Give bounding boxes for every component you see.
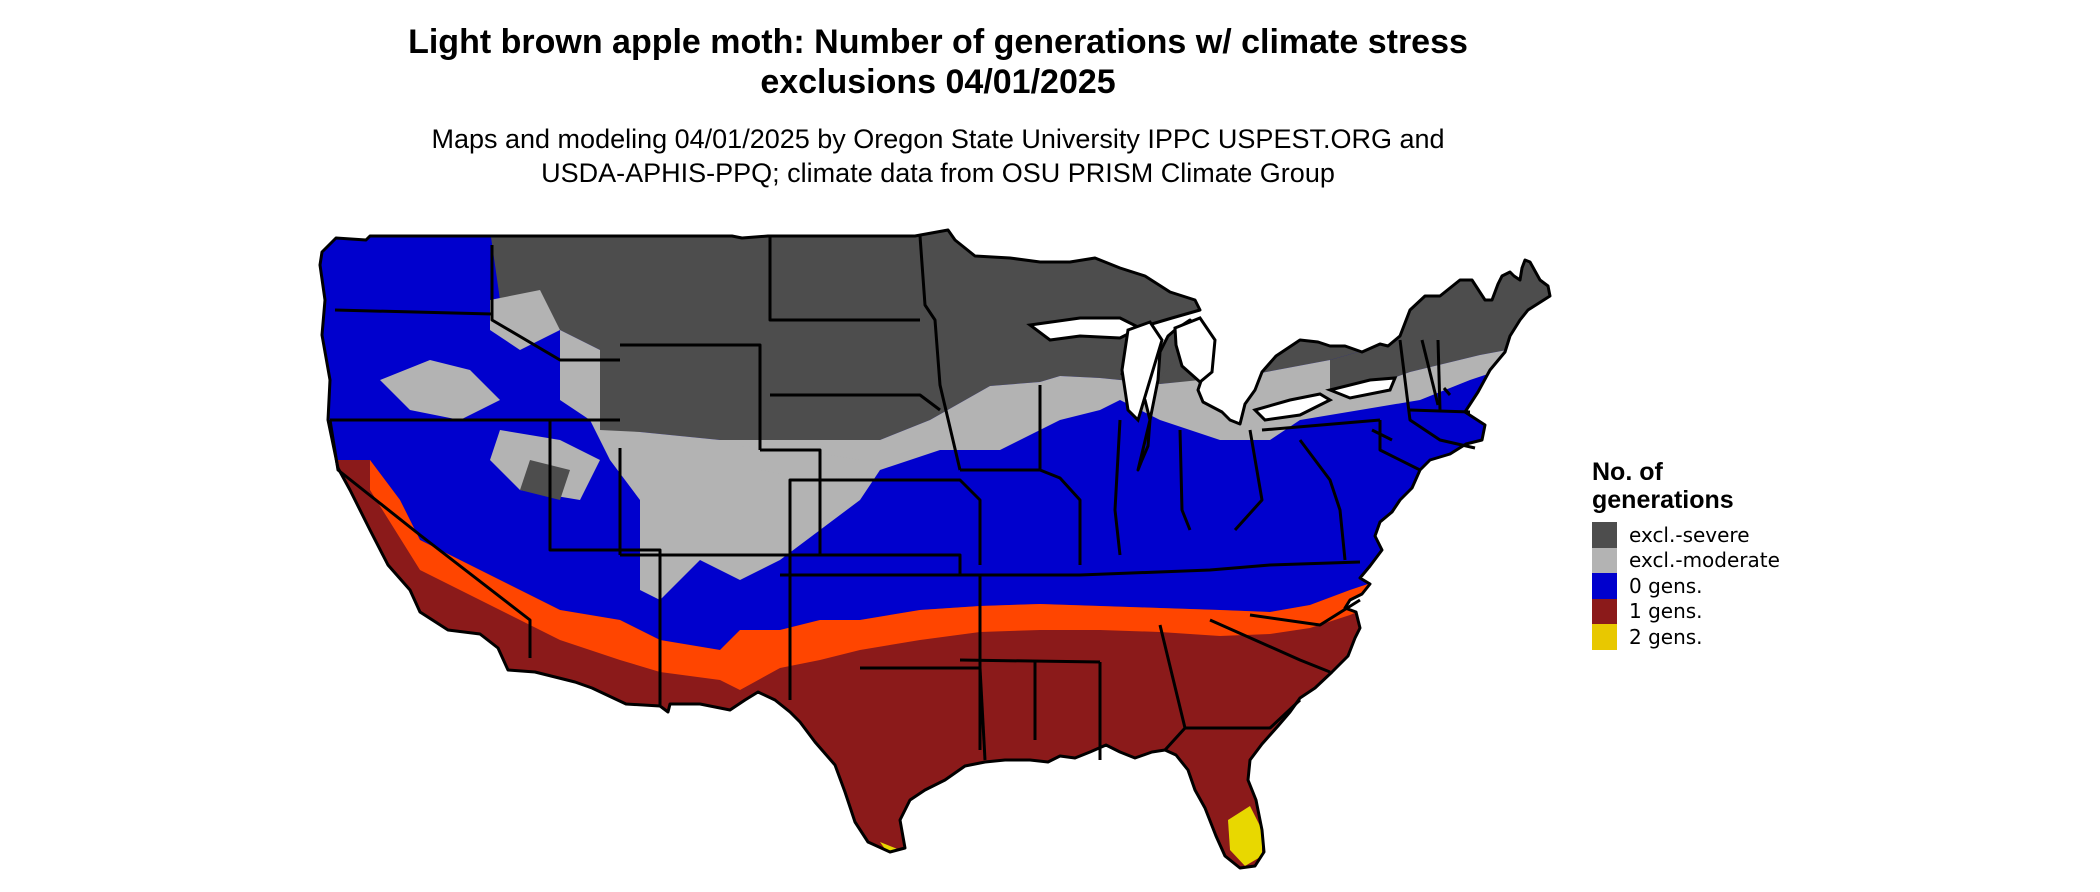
legend-label: excl.-severe bbox=[1629, 522, 1750, 547]
legend-swatch bbox=[1592, 547, 1617, 573]
legend-swatch bbox=[1592, 573, 1617, 599]
legend-item-excl-severe: excl.-severe bbox=[1592, 522, 1780, 548]
legend-swatch bbox=[1592, 624, 1617, 650]
legend-item-0-gens: 0 gens. bbox=[1592, 573, 1780, 599]
legend-label: 1 gens. bbox=[1629, 599, 1703, 624]
map-title: Light brown apple moth: Number of genera… bbox=[0, 22, 1876, 102]
legend-item-excl-moderate: excl.-moderate bbox=[1592, 547, 1780, 573]
map-subtitle-line1: Maps and modeling 04/01/2025 by Oregon S… bbox=[431, 124, 1445, 154]
map-subtitle-line2: USDA-APHIS-PPQ; climate data from OSU PR… bbox=[541, 158, 1335, 188]
legend-label: 0 gens. bbox=[1629, 573, 1703, 598]
map-subtitle: Maps and modeling 04/01/2025 by Oregon S… bbox=[0, 122, 1876, 190]
map-title-line2: exclusions 04/01/2025 bbox=[760, 63, 1116, 101]
legend: No. of generations excl.-severe excl.-mo… bbox=[1592, 458, 1780, 650]
legend-item-2-gens: 2 gens. bbox=[1592, 624, 1780, 650]
legend-title-line1: No. of bbox=[1592, 458, 1663, 486]
legend-title-line2: generations bbox=[1592, 486, 1734, 514]
legend-label: excl.-moderate bbox=[1629, 548, 1780, 573]
legend-swatch bbox=[1592, 522, 1617, 548]
map-title-line1: Light brown apple moth: Number of genera… bbox=[408, 23, 1468, 61]
legend-title: No. of generations bbox=[1592, 458, 1780, 514]
legend-swatch bbox=[1592, 598, 1617, 624]
legend-item-1-gens: 1 gens. bbox=[1592, 598, 1780, 624]
legend-label: 2 gens. bbox=[1629, 624, 1703, 649]
